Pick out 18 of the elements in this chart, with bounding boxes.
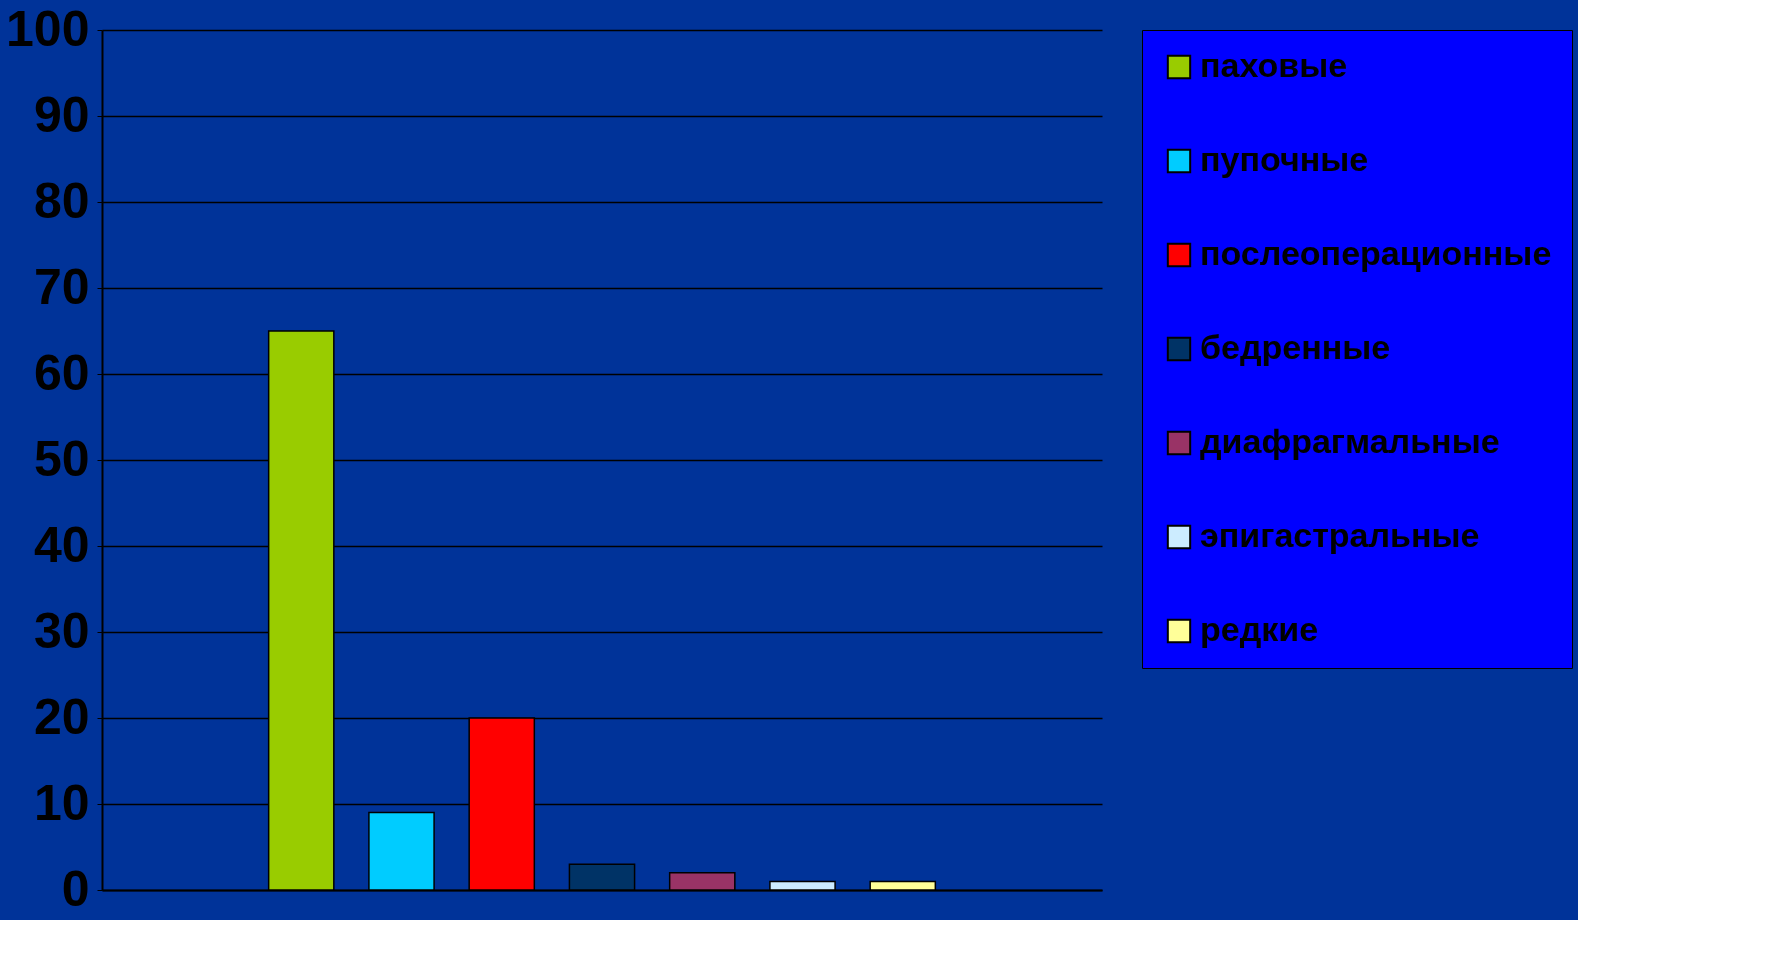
legend-label: паховые — [1200, 46, 1348, 84]
y-tick-label: 90 — [33, 86, 90, 143]
y-tick-label: 80 — [33, 172, 90, 229]
legend-label: послеоперационные — [1200, 234, 1552, 272]
y-tick-label: 10 — [33, 774, 90, 831]
y-tick-label: 70 — [33, 258, 90, 315]
y-tick-label: 50 — [33, 430, 90, 487]
y-tick-label: 40 — [33, 516, 90, 573]
y-tick-label: 100 — [6, 0, 90, 57]
legend-label: пупочные — [1200, 140, 1369, 178]
y-tick-label: 30 — [33, 602, 90, 659]
legend-label: диафрагмальные — [1200, 422, 1500, 460]
y-tick-label: 0 — [61, 860, 90, 917]
legend-label: редкие — [1200, 610, 1319, 648]
legend-label: бедренные — [1200, 328, 1391, 366]
legend-label: эпигастральные — [1200, 516, 1480, 554]
y-tick-label: 60 — [33, 344, 90, 401]
y-tick-label: 20 — [33, 688, 90, 745]
